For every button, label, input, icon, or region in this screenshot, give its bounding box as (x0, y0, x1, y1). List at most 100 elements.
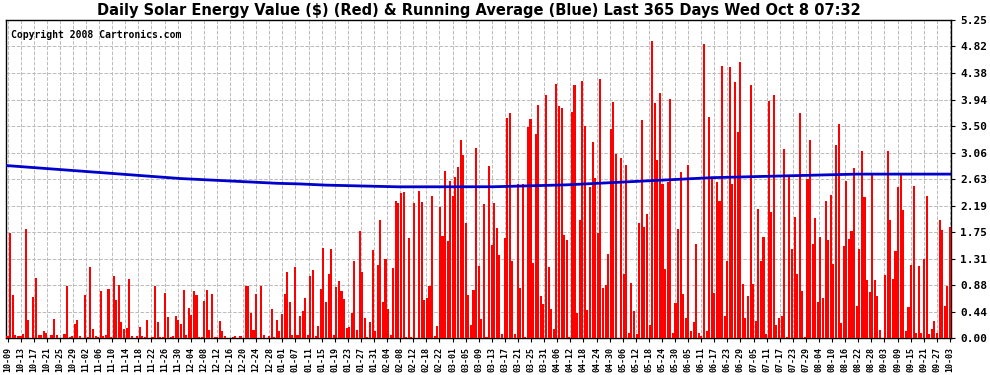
Bar (926, 196, 928, 338)
Bar (641, 120, 643, 338)
Bar (341, 291, 343, 338)
Bar (910, 264, 912, 338)
Bar (866, 280, 868, 338)
Bar (328, 274, 330, 338)
Bar (240, 336, 242, 338)
Bar (807, 180, 809, 338)
Bar (209, 330, 211, 338)
Bar (858, 249, 860, 338)
Bar (278, 331, 280, 338)
Bar (732, 184, 734, 338)
Bar (612, 102, 615, 338)
Bar (760, 261, 762, 338)
Bar (478, 266, 480, 338)
Bar (847, 238, 850, 338)
Bar (651, 41, 653, 338)
Bar (552, 329, 554, 338)
Bar (211, 294, 213, 338)
Bar (491, 246, 493, 338)
Bar (780, 316, 783, 338)
Bar (400, 193, 402, 338)
Bar (147, 320, 148, 338)
Bar (483, 204, 485, 338)
Bar (820, 237, 822, 338)
Bar (791, 249, 793, 338)
Bar (323, 248, 325, 338)
Text: Copyright 2008 Cartronics.com: Copyright 2008 Cartronics.com (11, 30, 181, 40)
Bar (804, 337, 806, 338)
Bar (547, 267, 549, 338)
Bar (835, 145, 837, 338)
Bar (501, 334, 503, 338)
Bar (118, 285, 120, 338)
Bar (424, 300, 426, 338)
Bar (744, 318, 746, 338)
Bar (27, 320, 30, 338)
Bar (289, 302, 291, 338)
Bar (273, 337, 275, 338)
Bar (711, 177, 713, 338)
Bar (361, 272, 363, 338)
Bar (294, 267, 296, 338)
Bar (527, 127, 529, 338)
Bar (773, 95, 775, 338)
Bar (304, 298, 306, 338)
Bar (128, 279, 131, 338)
Bar (690, 331, 692, 338)
Bar (431, 196, 434, 338)
Bar (283, 294, 285, 338)
Bar (472, 290, 474, 338)
Bar (708, 117, 710, 338)
Bar (716, 182, 718, 338)
Bar (379, 220, 381, 338)
Bar (358, 231, 360, 338)
Bar (936, 333, 938, 338)
Bar (270, 309, 272, 338)
Bar (315, 336, 317, 338)
Bar (648, 326, 650, 338)
Bar (182, 290, 184, 338)
Bar (825, 201, 827, 338)
Bar (565, 240, 568, 338)
Bar (586, 310, 588, 338)
Bar (895, 251, 897, 338)
Bar (219, 321, 221, 338)
Bar (136, 336, 138, 338)
Bar (576, 314, 578, 338)
Bar (631, 283, 633, 338)
Bar (102, 336, 104, 338)
Bar (105, 335, 107, 338)
Bar (850, 231, 852, 338)
Bar (530, 119, 532, 338)
Bar (307, 335, 309, 338)
Bar (451, 196, 453, 338)
Bar (255, 294, 257, 338)
Bar (842, 246, 844, 338)
Bar (923, 260, 925, 338)
Bar (142, 336, 144, 338)
Bar (828, 240, 830, 338)
Bar (639, 223, 641, 338)
Bar (687, 165, 689, 338)
Bar (7, 336, 9, 338)
Bar (310, 276, 312, 338)
Bar (892, 279, 894, 338)
Bar (76, 320, 78, 338)
Bar (921, 333, 923, 338)
Bar (908, 308, 910, 338)
Bar (746, 297, 749, 338)
Bar (121, 322, 123, 338)
Bar (594, 178, 596, 338)
Bar (602, 288, 604, 338)
Bar (418, 191, 420, 338)
Bar (669, 99, 671, 338)
Bar (71, 336, 73, 338)
Bar (682, 294, 684, 338)
Bar (724, 316, 726, 338)
Bar (659, 93, 661, 338)
Bar (346, 328, 347, 338)
Bar (411, 337, 413, 338)
Bar (915, 333, 918, 338)
Bar (845, 181, 847, 338)
Bar (363, 318, 366, 338)
